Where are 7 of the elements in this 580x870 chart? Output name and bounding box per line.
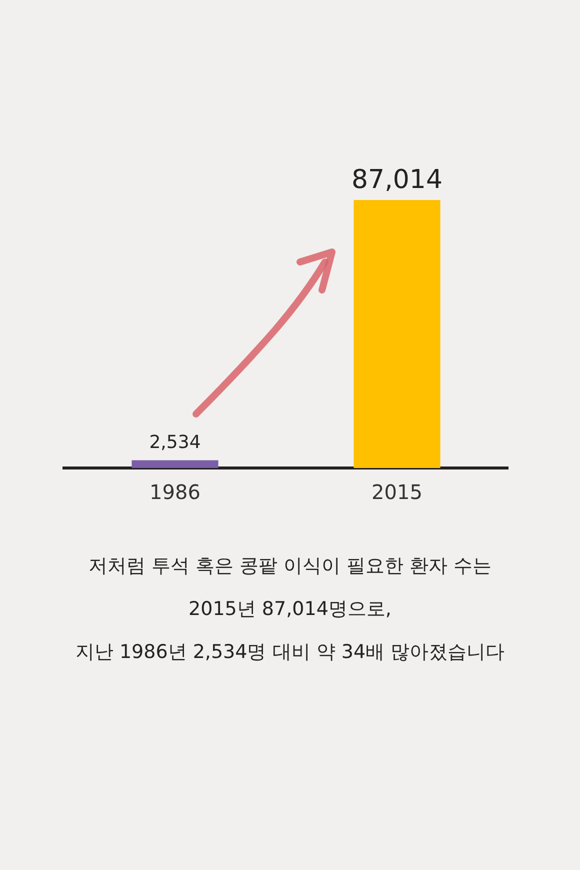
text: 지난 1986년 2,534명 대비 약 34배 많아졌습니다 [74, 640, 506, 665]
data-label: 87,014 [352, 164, 442, 195]
text: 저처럼 투석 혹은 콩팥 이식이 필요한 환자 수는 [87, 554, 493, 579]
text: 2015년 87,014명으로, [188, 597, 392, 622]
x-tick-label: 1986 [150, 480, 200, 504]
x-tick-label: 2015 [372, 480, 422, 504]
data-label: 2,534 [149, 432, 201, 453]
